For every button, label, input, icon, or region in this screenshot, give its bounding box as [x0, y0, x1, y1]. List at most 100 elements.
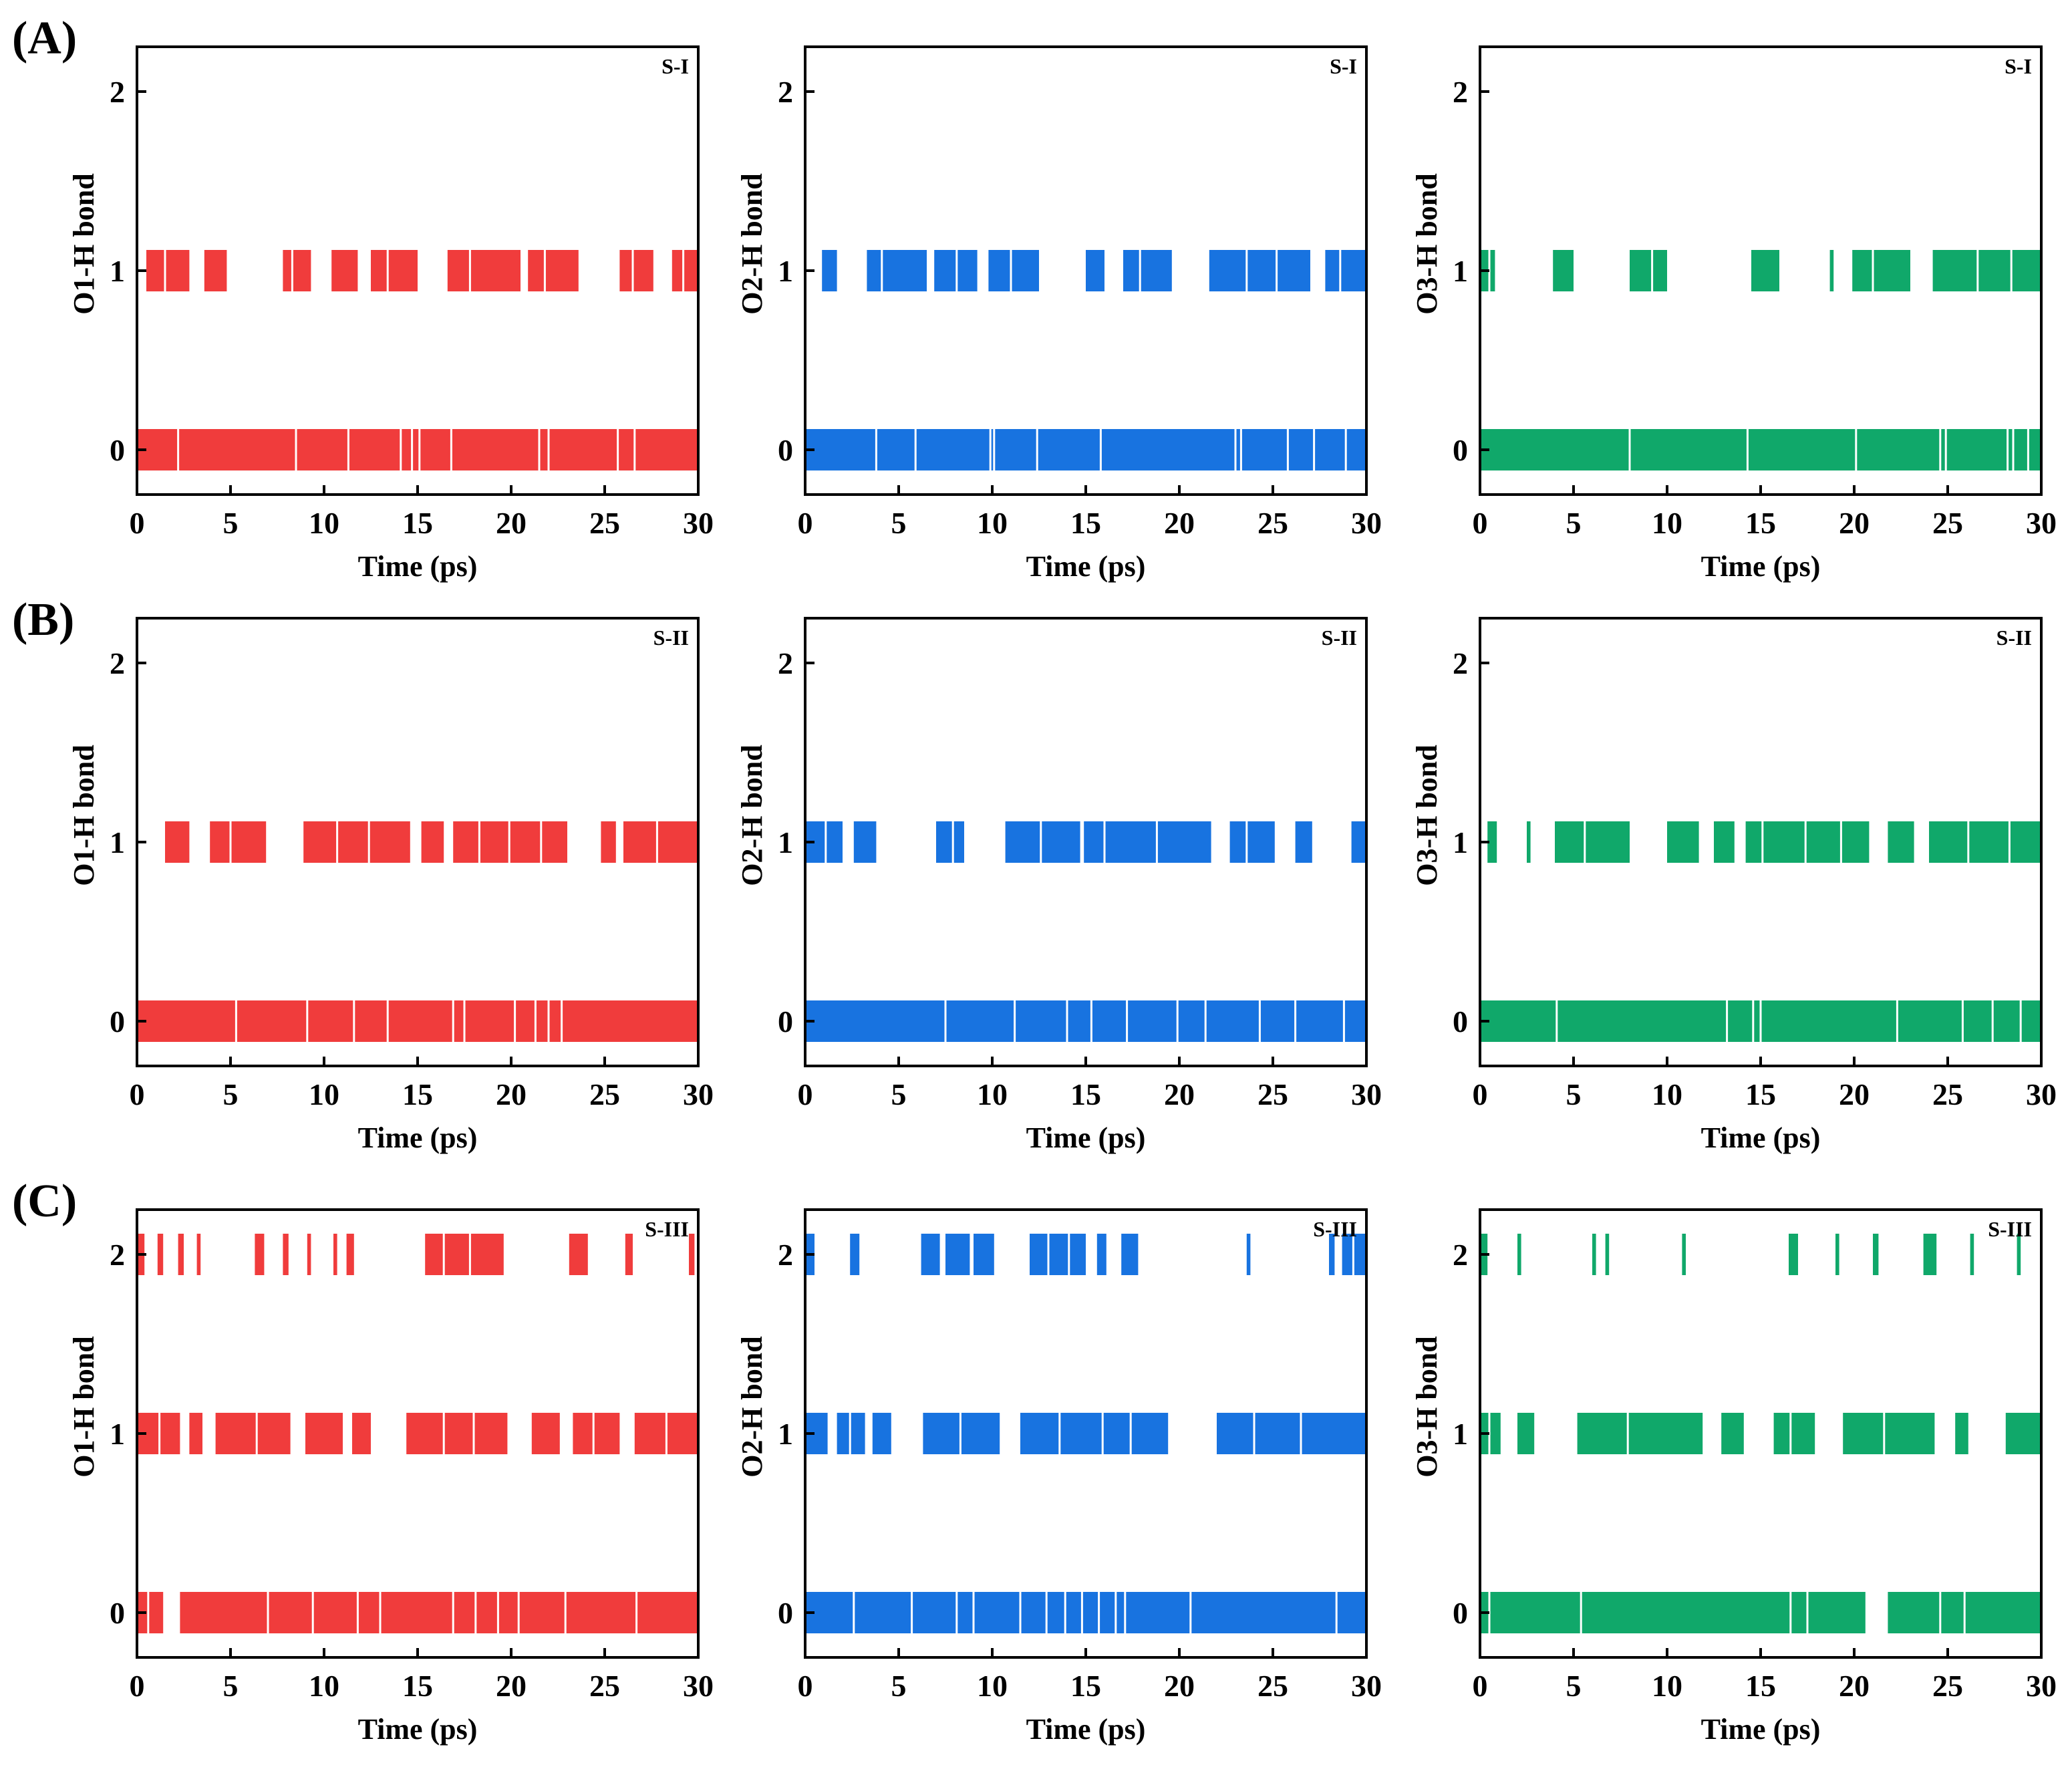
panel-b-o2-xtick-label-3: 15 [1070, 1077, 1101, 1111]
panel-c-o2-ytick-label-2: 2 [778, 1238, 793, 1272]
panel-b-o2-level-1-gap-2 [1040, 821, 1042, 863]
panel-c-o3-level-1-segment-1 [1517, 1413, 1535, 1454]
panel-a-o3-tag: S-I [2005, 54, 2032, 78]
panel-b-o1-ytick-label-1: 1 [110, 825, 125, 859]
panel-a-o2-level-0-gap-0 [875, 429, 877, 470]
panel-b-o2-level-0-gap-9 [1342, 1000, 1345, 1042]
panel-b-o1-level-1-segment-1 [210, 821, 267, 863]
panel-b-o3-xtick-label-2: 10 [1652, 1077, 1682, 1111]
panel-b-o2-ylabel: O2-H bond [736, 744, 768, 886]
panel-c-o2-level-2-segment-3 [945, 1234, 970, 1275]
panel-b-o1-level-0-gap-4 [452, 1000, 454, 1042]
panel-b-o3-ytick-label-1: 1 [1453, 825, 1468, 859]
panel-c-o2-level-1-gap-4 [1129, 1413, 1132, 1454]
panel-b-o3-level-1-segment-3 [1667, 821, 1699, 863]
panel-a-o3-xtick-label-2: 10 [1652, 506, 1682, 540]
panel-c-o3-level-2-segment-2 [1592, 1234, 1596, 1275]
panel-a-o2-xtick-label-2: 10 [977, 506, 1008, 540]
panel-c-o1-level-2-segment-7 [333, 1234, 337, 1275]
panel-c-o2-xtick-label-6: 30 [1351, 1669, 1382, 1703]
panel-b-o2-xtick-label-1: 5 [891, 1077, 907, 1111]
panel-b-o3-xtick-label-5: 25 [1932, 1077, 1963, 1111]
panel-b-o1-xtick-label-6: 30 [683, 1077, 714, 1111]
panel-b-o1-level-0-gap-1 [306, 1000, 309, 1042]
panel-c-o2-level-2-segment-1 [850, 1234, 860, 1275]
panel-c-o2-level-0-gap-7 [1080, 1592, 1083, 1633]
panel-b-o1-level-0-gap-2 [353, 1000, 355, 1042]
panel-c-o2: 0 5 10 15 20 25 30 0 1 2 S-III Time (ps) O2-H bond [736, 1208, 1382, 1746]
panel-a-o2-level-0-gap-7 [1239, 429, 1242, 470]
panel-a-o2-xtick-label-3: 15 [1070, 506, 1101, 540]
panel-c-o3-level-2-segment-1 [1517, 1234, 1521, 1275]
panel-c-o1-level-1-segment-3 [305, 1413, 343, 1454]
panel-c-o3-level-2-segment-9 [1970, 1234, 1974, 1275]
panel-c-o3-tag: S-III [1988, 1217, 2032, 1241]
panel-b-o1-xtick-label-0: 0 [130, 1077, 145, 1111]
panel-c-o1-level-0-gap-7 [496, 1592, 499, 1633]
panel-c-o2-level-1-gap-0 [849, 1413, 851, 1454]
panel-a-o1-level-0-gap-9 [617, 429, 619, 470]
panel-a-o2-level-0-gap-3 [993, 429, 996, 470]
panel-a-o2-level-1-gap-3 [1139, 250, 1141, 291]
panel-c-o2-level-2-gap-2 [1352, 1234, 1354, 1275]
panel-a-o1-level-0-gap-8 [547, 429, 550, 470]
panel-c-o3-ytick-label-2: 2 [1453, 1238, 1468, 1272]
panel-a-o1-level-1-gap-0 [164, 250, 166, 291]
panel-a-o3-level-1-segment-5 [1852, 250, 1910, 291]
panel-a-o3: 0 5 10 15 20 25 30 0 1 2 S-I Time (ps) O3-H bond [1411, 45, 2057, 583]
panel-c-o2-xtick-label-1: 5 [891, 1669, 907, 1703]
panel-b-o2-level-1-segment-4 [1084, 821, 1211, 863]
panel-c-o2-ylabel: O2-H bond [736, 1336, 768, 1478]
panel-c-o3-xtick-label-0: 0 [1473, 1669, 1488, 1703]
panel-a-o3-level-0-gap-4 [1944, 429, 1947, 470]
panel-c-o1-xtick-label-2: 10 [309, 1669, 339, 1703]
panel-c-o1-level-2-segment-12 [689, 1234, 695, 1275]
panel-c-o3-level-1-gap-2 [1789, 1413, 1792, 1454]
panel-a-o1-level-1-gap-4 [543, 250, 546, 291]
panel-a-o2-level-0-gap-4 [1036, 429, 1038, 470]
row-label-b: (B) [12, 594, 74, 646]
panel-a-o1-level-0-gap-2 [347, 429, 349, 470]
panel-a-o1-xtick-label-6: 30 [683, 506, 714, 540]
panel-b-o1-xlabel: Time (ps) [358, 1121, 478, 1154]
panel-a-o1-xtick-label-5: 25 [589, 506, 620, 540]
panel-b-o1-xtick-label-4: 20 [496, 1077, 527, 1111]
panel-c-o2-level-1-segment-4 [1020, 1413, 1169, 1454]
panel-a-o2-level-1-segment-6 [1209, 250, 1310, 291]
panel-c-o2-level-0-gap-9 [1115, 1592, 1117, 1633]
panel-b-o2-xtick-label-0: 0 [798, 1077, 813, 1111]
panel-c-o3-level-0-segment-0 [1480, 1592, 1866, 1633]
panel-c-o2-level-1-gap-6 [1300, 1413, 1302, 1454]
panel-b-o3-level-0-gap-1 [1726, 1000, 1729, 1042]
panel-a-o3-xtick-label-0: 0 [1473, 506, 1488, 540]
panel-c-o2-level-0-gap-1 [911, 1592, 913, 1633]
panel-c-o1-level-1-gap-3 [472, 1413, 475, 1454]
panel-a-o1-level-0-gap-1 [295, 429, 297, 470]
panel-c-o3-xtick-label-1: 5 [1566, 1669, 1582, 1703]
panel-b-o3-level-1-gap-3 [1839, 821, 1842, 863]
panel-c-o2-level-0-gap-6 [1064, 1592, 1066, 1633]
panel-b-o2-level-1-segment-1 [853, 821, 877, 863]
panel-b-o2-level-1-gap-4 [1155, 821, 1158, 863]
panel-a-o1-xtick-label-0: 0 [130, 506, 145, 540]
panel-a-o1-level-0-gap-7 [538, 429, 541, 470]
panel-c-o3-xtick-label-5: 25 [1932, 1669, 1963, 1703]
panel-b-o3-level-0-gap-2 [1752, 1000, 1755, 1042]
panel-c-o1-level-0-gap-5 [452, 1592, 454, 1633]
panel-b-o3-xtick-label-3: 15 [1745, 1077, 1776, 1111]
panel-c-o2-level-2-gap-0 [1047, 1234, 1050, 1275]
panel-c-o2-xtick-label-5: 25 [1257, 1669, 1288, 1703]
panel-b-o2-level-1-segment-2 [936, 821, 964, 863]
panel-b-o3-level-1-gap-5 [2008, 821, 2011, 863]
panel-b-o3-ytick-label-0: 0 [1453, 1004, 1468, 1039]
panel-b-o2-ytick-label-1: 1 [778, 825, 793, 859]
panel-a-o2-xlabel: Time (ps) [1026, 550, 1146, 583]
panel-c-o3-ylabel: O3-H bond [1411, 1336, 1443, 1478]
panel-a-o1-level-1-segment-0 [146, 250, 190, 291]
panel-c-o1-level-1-segment-6 [531, 1413, 560, 1454]
panel-a-o3-level-1-segment-3 [1751, 250, 1779, 291]
panel-a-o2-xtick-label-6: 30 [1351, 506, 1382, 540]
panel-a-o2-level-1-gap-1 [955, 250, 958, 291]
panel-a-o3-level-0-gap-2 [1855, 429, 1858, 470]
